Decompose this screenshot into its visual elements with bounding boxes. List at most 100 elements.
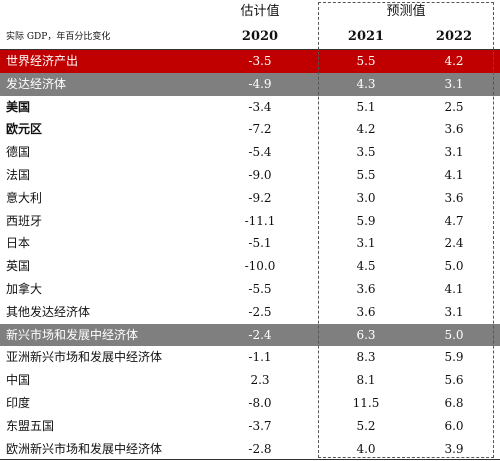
table-row: 世界经济产出 -3.5 5.5 4.2 [0,50,500,73]
value-2020: -9.0 [248,167,272,182]
value-2020: -7.2 [248,122,272,137]
estimate-header: 估计值 [240,4,280,19]
header-year-row: 实际 GDP，年百分比变化 2020 2021 2022 [0,24,500,50]
row-label: 美国 [6,99,31,114]
table-row: 德国 -5.4 3.5 3.1 [0,141,500,164]
table-row: 美国 -3.4 5.1 2.5 [0,96,500,119]
row-label: 中国 [6,373,31,388]
value-2020: -3.5 [248,54,272,68]
table-bottom-border [0,459,500,460]
value-2021: 3.5 [356,145,376,160]
value-2022: 6.0 [444,418,464,433]
row-label: 欧元区 [6,122,43,137]
value-2021: 4.2 [356,122,376,137]
value-2020: -2.5 [248,304,272,319]
unit-label: 实际 GDP，年百分比变化 [6,32,111,42]
row-label: 东盟五国 [6,418,55,433]
value-2021: 4.3 [356,76,376,91]
value-2020: -9.2 [248,190,272,205]
year-2021-header: 2021 [347,29,385,44]
row-label: 发达经济体 [6,76,67,91]
value-2022: 5.6 [444,373,464,388]
value-2021: 3.1 [356,236,376,251]
row-label: 新兴市场和发展中经济体 [6,327,139,342]
value-2020: -4.9 [248,76,272,91]
value-2021: 3.6 [356,281,376,296]
value-2022: 2.4 [444,236,464,251]
value-2022: 4.7 [444,213,464,228]
value-2022: 4.2 [444,54,464,68]
row-label: 意大利 [6,190,43,205]
value-2022: 3.6 [444,122,464,137]
value-2021: 3.6 [356,304,376,319]
row-label: 其他发达经济体 [6,304,91,319]
value-2021: 5.1 [356,99,376,114]
value-2020: -5.1 [248,236,272,251]
table-row: 欧元区 -7.2 4.2 3.6 [0,118,500,141]
value-2020: -1.1 [248,350,272,365]
value-2021: 8.3 [356,350,376,365]
value-2021: 6.3 [356,327,376,342]
row-label: 英国 [6,259,31,274]
value-2022: 3.1 [444,76,464,91]
value-2022: 3.1 [444,304,464,319]
table-row: 欧洲新兴市场和发展中经济体 -2.8 4.0 3.9 [0,438,500,461]
table-row: 日本 -5.1 3.1 2.4 [0,232,500,255]
value-2020: -3.7 [248,418,272,433]
value-2022: 5.9 [444,350,464,365]
row-label: 印度 [6,395,31,410]
table-row: 其他发达经济体 -2.5 3.6 3.1 [0,301,500,324]
row-label: 欧洲新兴市场和发展中经济体 [6,441,163,456]
forecast-header: 预测值 [386,4,426,19]
value-2021: 5.5 [356,167,376,182]
value-2020: 2.3 [250,373,270,388]
table-row: 新兴市场和发展中经济体 -2.4 6.3 5.0 [0,323,500,347]
value-2022: 2.5 [444,99,464,114]
value-2020: -5.4 [248,145,272,160]
table-row: 中国 2.3 8.1 5.6 [0,369,500,392]
value-2021: 5.2 [356,418,376,433]
value-2021: 4.5 [356,259,376,274]
value-2020: -3.4 [248,99,272,114]
table-row: 印度 -8.0 11.5 6.8 [0,392,500,415]
value-2022: 5.0 [444,259,464,274]
row-label: 法国 [6,167,31,182]
table-row: 西班牙 -11.1 5.9 4.7 [0,210,500,233]
row-label: 日本 [6,236,31,251]
value-2022: 3.9 [444,441,464,456]
value-2022: 4.1 [444,167,464,182]
year-2020-header: 2020 [241,29,279,44]
table-row: 加拿大 -5.5 3.6 4.1 [0,278,500,301]
table-row: 东盟五国 -3.7 5.2 6.0 [0,415,500,438]
row-label: 亚洲新兴市场和发展中经济体 [6,350,163,365]
value-2021: 8.1 [356,373,376,388]
value-2020: -8.0 [248,395,272,410]
value-2020: -2.4 [248,327,272,342]
value-2022: 3.1 [444,145,464,160]
table-body: 世界经济产出 -3.5 5.5 4.2 发达经济体 -4.9 4.3 3.1 美国 -3.4 5.1… [0,50,500,460]
value-2021: 5.5 [356,54,376,68]
header-divider [0,49,500,50]
value-2022: 6.8 [444,395,464,410]
value-2020: -2.8 [248,441,272,456]
row-label: 加拿大 [6,281,43,296]
table-row: 发达经济体 -4.9 4.3 3.1 [0,72,500,96]
table-row: 亚洲新兴市场和发展中经济体 -1.1 8.3 5.9 [0,346,500,369]
row-label: 西班牙 [6,213,43,228]
value-2022: 5.0 [444,327,464,342]
row-label: 世界经济产出 [6,54,79,68]
value-2022: 3.6 [444,190,464,205]
table-row: 意大利 -9.2 3.0 3.6 [0,187,500,210]
value-2021: 3.0 [356,190,376,205]
row-label: 德国 [6,145,31,160]
table-row: 英国 -10.0 4.5 5.0 [0,255,500,278]
value-2021: 4.0 [356,441,376,456]
value-2022: 4.1 [444,281,464,296]
value-2020: -11.1 [244,213,276,228]
value-2020: -5.5 [248,281,272,296]
table-row: 法国 -9.0 5.5 4.1 [0,164,500,187]
value-2020: -10.0 [244,259,276,274]
header-group-row: 估计值 预测值 [0,0,500,24]
year-2022-header: 2022 [435,29,473,44]
value-2021: 5.9 [356,213,376,228]
